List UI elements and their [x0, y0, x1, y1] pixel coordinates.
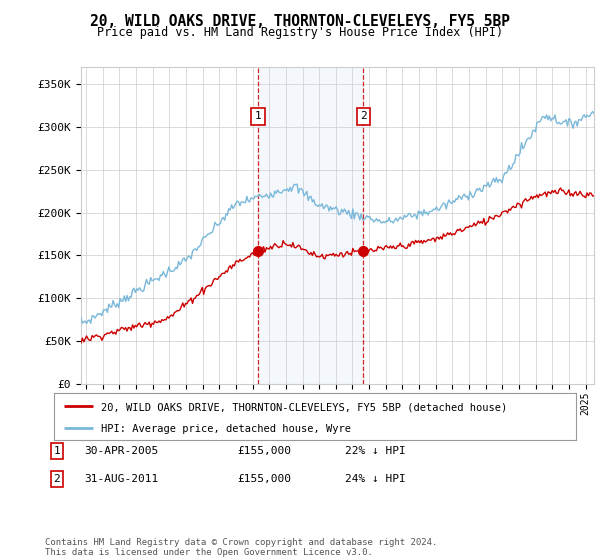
Text: 1: 1: [53, 446, 61, 456]
Text: 31-AUG-2011: 31-AUG-2011: [84, 474, 158, 484]
Text: HPI: Average price, detached house, Wyre: HPI: Average price, detached house, Wyre: [101, 424, 351, 435]
Text: Price paid vs. HM Land Registry's House Price Index (HPI): Price paid vs. HM Land Registry's House …: [97, 26, 503, 39]
Text: £155,000: £155,000: [237, 446, 291, 456]
Text: 30-APR-2005: 30-APR-2005: [84, 446, 158, 456]
Text: 22% ↓ HPI: 22% ↓ HPI: [345, 446, 406, 456]
Text: 2: 2: [53, 474, 61, 484]
Text: 24% ↓ HPI: 24% ↓ HPI: [345, 474, 406, 484]
Bar: [258, 67, 364, 384]
Text: 2: 2: [360, 111, 367, 122]
Text: Contains HM Land Registry data © Crown copyright and database right 2024.
This d: Contains HM Land Registry data © Crown c…: [45, 538, 437, 557]
Text: 20, WILD OAKS DRIVE, THORNTON-CLEVELEYS, FY5 5BP: 20, WILD OAKS DRIVE, THORNTON-CLEVELEYS,…: [90, 14, 510, 29]
Text: 20, WILD OAKS DRIVE, THORNTON-CLEVELEYS, FY5 5BP (detached house): 20, WILD OAKS DRIVE, THORNTON-CLEVELEYS,…: [101, 402, 507, 412]
Text: 1: 1: [254, 111, 261, 122]
Text: £155,000: £155,000: [237, 474, 291, 484]
